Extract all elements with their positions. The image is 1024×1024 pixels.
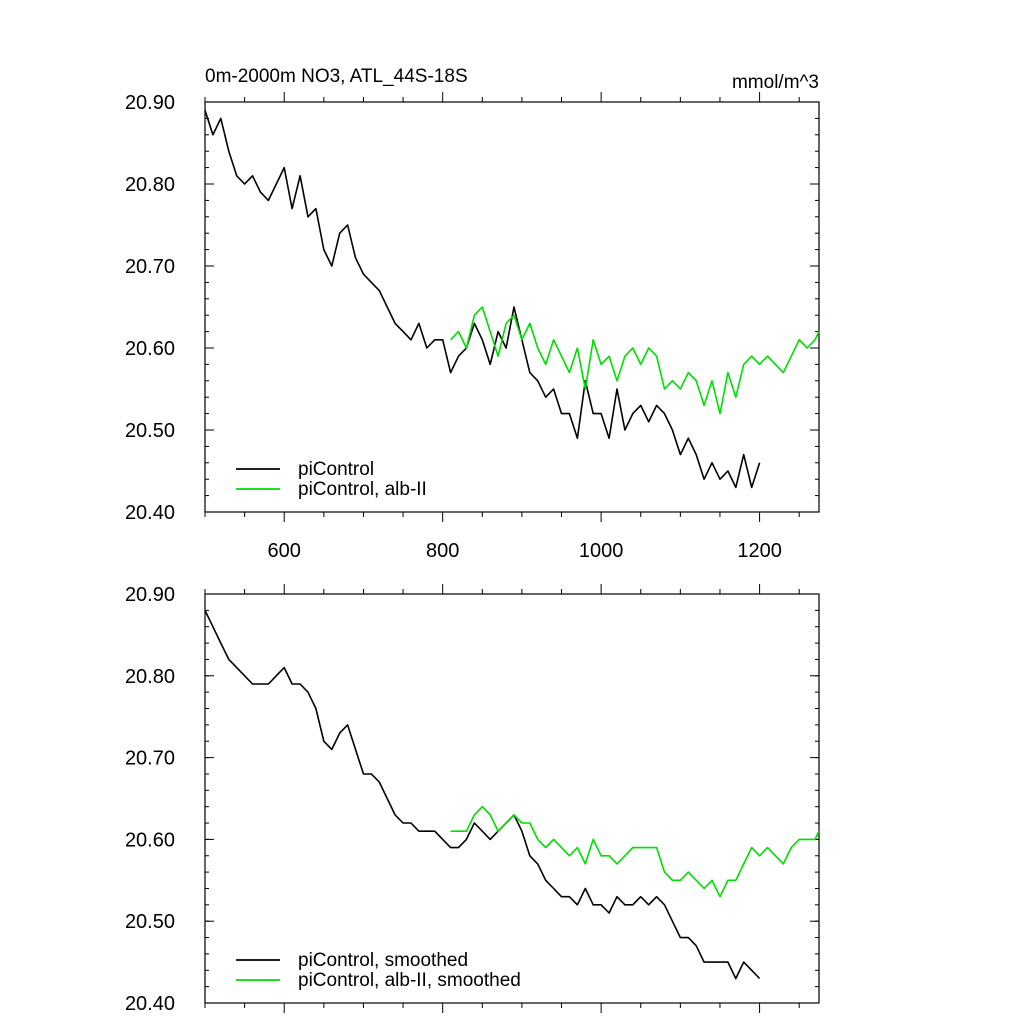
y-tick-label: 20.90 — [125, 92, 175, 114]
y-tick-label: 20.50 — [125, 911, 175, 933]
chart-panel-2: 20.40 20.50 20.60 20.70 20.80 20.90 piControl,… — [125, 584, 820, 1015]
x-tick-label: 1000 — [579, 540, 624, 562]
y-tick-label: 20.40 — [125, 502, 175, 524]
series-line-alb-ii — [450, 306, 820, 415]
chart-panel-1: 20.40 20.50 20.60 20.70 20.80 20.90 600 800 1000… — [125, 66, 820, 562]
plot-frame — [204, 101, 820, 513]
legend-label: piControl, alb-II, smoothed — [298, 970, 521, 991]
plot-frame — [204, 593, 820, 1004]
series-line-picontrol — [204, 610, 761, 980]
y-tick-label: 20.80 — [125, 666, 175, 688]
x-tick-label: 800 — [426, 540, 459, 562]
series-line-picontrol — [204, 109, 761, 489]
y-tick-label: 20.40 — [125, 993, 175, 1015]
y-tick-label: 20.70 — [125, 748, 175, 770]
series-line-alb-ii — [450, 805, 820, 898]
units-label: mmol/m^3 — [732, 72, 819, 93]
y-tick-label: 20.60 — [125, 338, 175, 360]
x-tick-label: 1200 — [737, 540, 782, 562]
chart-title: 0m-2000m NO3, ATL_44S-18S — [205, 66, 468, 87]
x-tick-label: 600 — [268, 540, 301, 562]
y-tick-label: 20.50 — [125, 420, 175, 442]
y-tick-label: 20.80 — [125, 174, 175, 196]
y-tick-label: 20.90 — [125, 584, 175, 606]
legend-label: piControl, alb-II — [298, 479, 427, 500]
legend-label: piControl, smoothed — [298, 950, 468, 971]
y-tick-label: 20.70 — [125, 256, 175, 278]
legend-label: piControl — [298, 459, 374, 480]
y-tick-label: 20.60 — [125, 829, 175, 851]
